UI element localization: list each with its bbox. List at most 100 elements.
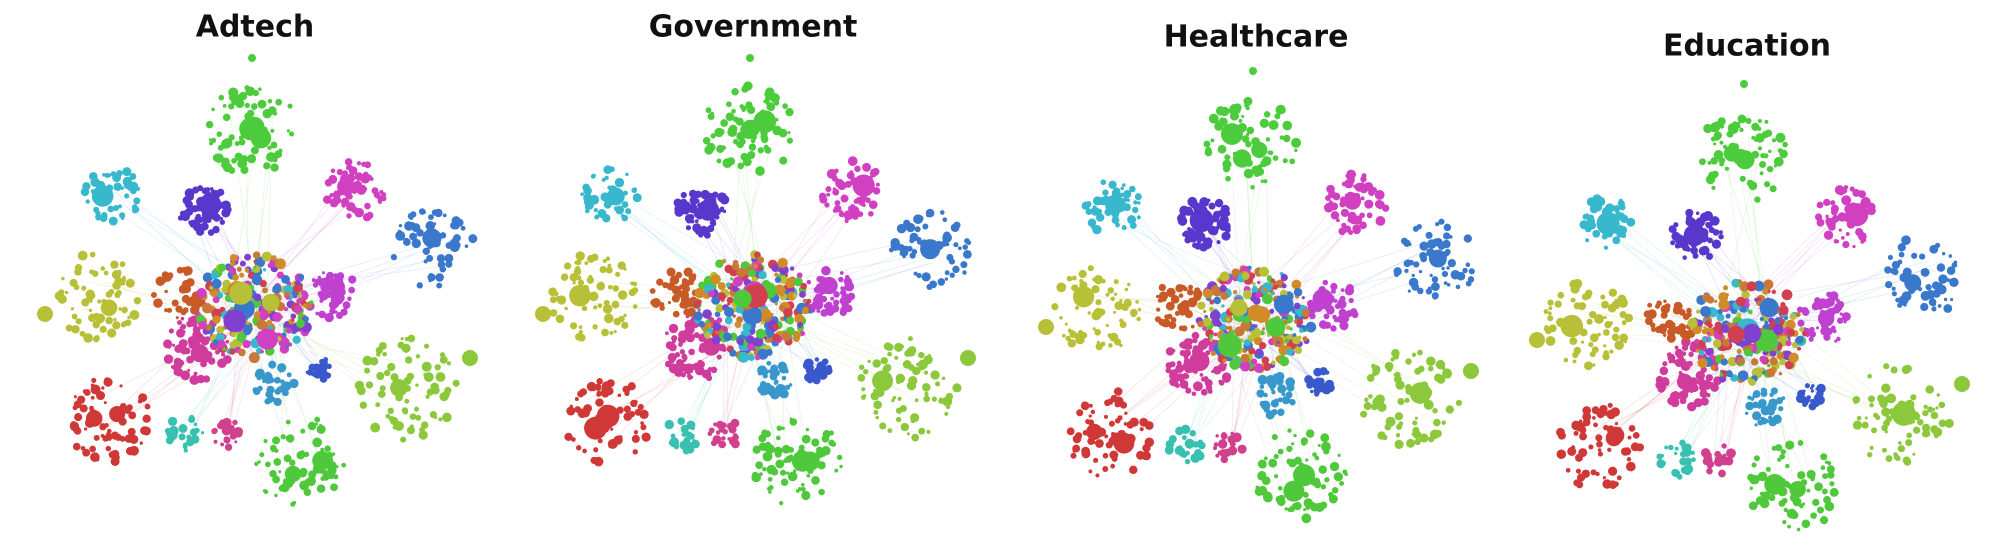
node — [434, 364, 441, 371]
node — [344, 158, 353, 166]
node — [1842, 240, 1850, 249]
node — [175, 316, 179, 320]
node — [1227, 446, 1238, 456]
node — [245, 86, 256, 97]
node — [721, 347, 727, 353]
node — [1222, 159, 1232, 169]
node — [93, 434, 100, 441]
core-node — [292, 335, 301, 344]
node — [1693, 398, 1703, 408]
node — [910, 419, 915, 424]
node — [1779, 454, 1783, 459]
node — [1282, 158, 1288, 164]
node — [85, 199, 90, 204]
node — [345, 165, 351, 171]
node — [1597, 451, 1604, 457]
node — [54, 291, 64, 301]
node — [916, 237, 922, 243]
node — [577, 390, 585, 398]
node — [222, 103, 227, 108]
node — [1367, 184, 1372, 189]
core-node — [1707, 331, 1711, 336]
node — [1124, 287, 1129, 292]
node — [1770, 387, 1778, 395]
outlier-node — [1038, 319, 1054, 335]
node — [1624, 313, 1634, 323]
node — [1575, 468, 1582, 474]
node — [1189, 430, 1196, 437]
node — [1937, 304, 1942, 308]
node — [1216, 240, 1221, 245]
node — [918, 351, 925, 359]
node — [1094, 328, 1101, 336]
core-node — [1799, 327, 1805, 333]
node — [1265, 137, 1271, 142]
node — [1309, 312, 1316, 320]
node — [120, 186, 125, 190]
node — [743, 81, 753, 91]
node — [362, 355, 373, 366]
node — [1938, 263, 1944, 268]
node — [1129, 185, 1136, 193]
node — [944, 277, 949, 281]
node — [1440, 365, 1446, 370]
node — [868, 200, 878, 209]
core-node — [736, 267, 746, 278]
core-node — [1735, 296, 1746, 307]
node — [1619, 333, 1629, 343]
node — [1397, 397, 1405, 406]
node — [1158, 283, 1167, 292]
node — [1180, 451, 1188, 458]
hub-node — [198, 193, 222, 217]
node — [1059, 315, 1063, 320]
node — [1866, 206, 1876, 216]
node — [316, 484, 326, 493]
node — [596, 378, 603, 385]
node — [1608, 480, 1618, 489]
node — [581, 335, 585, 339]
node — [1891, 286, 1896, 291]
core-node — [1226, 317, 1231, 322]
node — [1873, 412, 1879, 418]
core-node — [1213, 296, 1221, 305]
node — [868, 210, 874, 217]
node — [797, 486, 802, 491]
node — [1277, 384, 1287, 394]
node — [1916, 418, 1924, 426]
node — [322, 195, 330, 203]
node — [649, 288, 656, 294]
node — [1771, 445, 1777, 451]
core-node — [760, 308, 771, 319]
core-node — [772, 333, 781, 342]
node — [632, 193, 642, 203]
node — [625, 208, 632, 215]
node — [1438, 218, 1445, 225]
node — [1364, 397, 1369, 402]
node — [894, 355, 899, 360]
node — [1184, 350, 1189, 355]
core-hub — [1742, 323, 1762, 343]
node — [686, 217, 692, 224]
node — [1155, 307, 1161, 312]
node — [1768, 149, 1772, 154]
node — [1943, 297, 1948, 302]
core-node — [1255, 292, 1262, 298]
node — [1586, 214, 1595, 223]
core-node — [694, 287, 706, 299]
node — [844, 304, 853, 313]
node — [1829, 481, 1835, 487]
node — [1938, 419, 1947, 428]
node — [689, 196, 699, 205]
node — [686, 422, 693, 429]
node — [221, 139, 231, 149]
node — [89, 445, 96, 453]
core-node — [711, 295, 721, 305]
node — [188, 416, 196, 424]
node — [327, 465, 337, 476]
node — [1246, 126, 1255, 135]
node — [1782, 520, 1787, 525]
network-panel: Healthcare — [1038, 20, 1479, 524]
node — [1679, 397, 1687, 405]
hub-node — [1735, 150, 1755, 170]
core-node — [1750, 358, 1759, 366]
